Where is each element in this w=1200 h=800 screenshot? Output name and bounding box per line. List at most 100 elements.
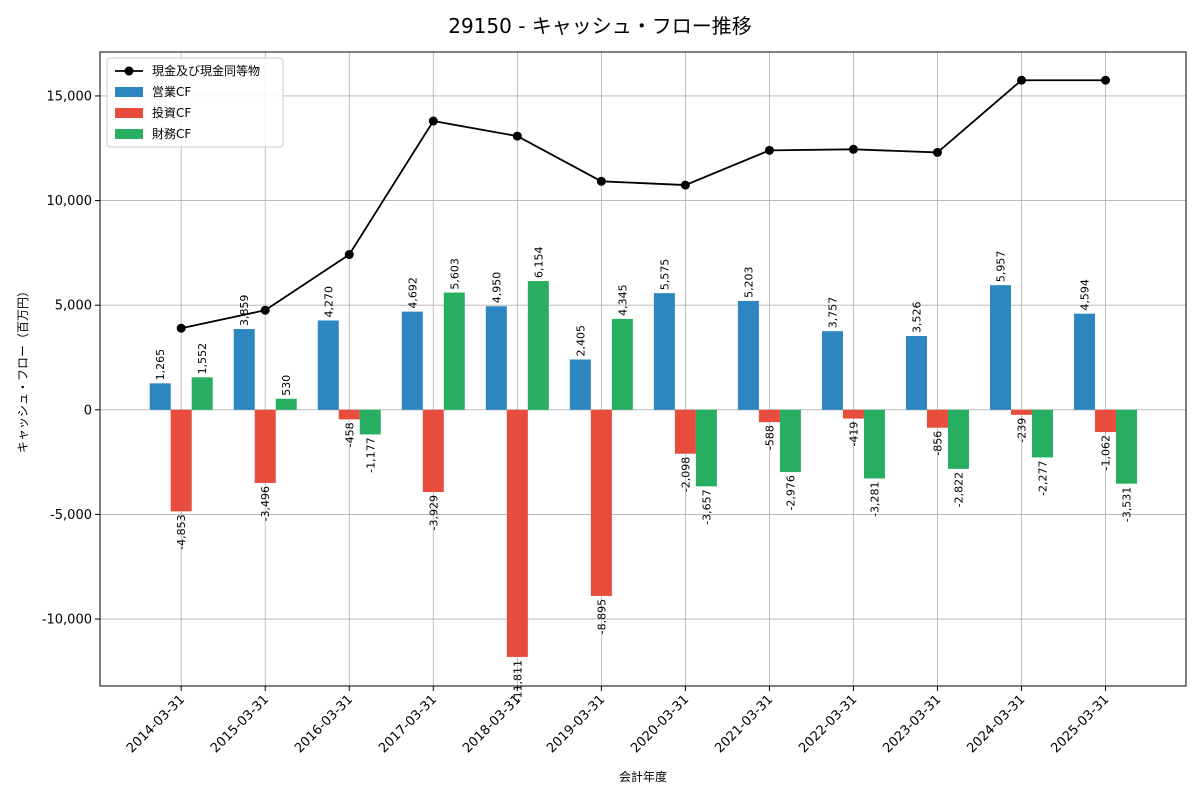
cash-line	[176, 75, 1111, 333]
bar-financing	[695, 409, 717, 487]
bar-investing	[926, 409, 948, 428]
cash-line-point	[680, 180, 690, 190]
bar-value-label: -458	[343, 422, 356, 447]
bar-operating	[821, 331, 843, 410]
legend-label: 営業CF	[152, 85, 191, 99]
x-tick-label: 2020-03-31	[628, 692, 692, 756]
bars	[149, 281, 1138, 657]
y-tick-label: 10,000	[47, 194, 93, 209]
bar-investing	[338, 409, 360, 420]
x-tick-label: 2022-03-31	[796, 692, 860, 756]
x-tick-label: 2014-03-31	[124, 692, 188, 756]
cash-line-point	[260, 305, 270, 315]
bar-value-label: -2,277	[1037, 460, 1050, 495]
y-tick-label: -10,000	[42, 613, 92, 628]
x-tick-label: 2016-03-31	[292, 692, 356, 756]
bar-investing	[842, 409, 864, 419]
bar-value-label: 530	[280, 375, 293, 396]
bar-value-label: 1,552	[196, 343, 209, 375]
legend-label: 投資CF	[152, 105, 191, 120]
cash-line-point	[848, 144, 858, 154]
bar-financing	[443, 292, 465, 410]
bar-value-label: 5,957	[995, 251, 1008, 283]
legend-label: 財務CF	[152, 126, 191, 141]
bar-investing	[254, 409, 276, 483]
bar-operating	[653, 293, 675, 410]
bar-value-label: 4,594	[1079, 279, 1092, 311]
y-tick-label: -5,000	[50, 508, 92, 523]
bar-financing	[863, 409, 885, 479]
bar-value-label: -4,853	[175, 514, 188, 549]
bar-value-label: -856	[931, 431, 944, 456]
legend-swatch	[115, 87, 143, 97]
legend-box	[106, 57, 284, 148]
bar-value-label: 4,692	[406, 277, 419, 309]
x-tick-label: 2025-03-31	[1048, 692, 1112, 756]
cash-line-point	[932, 147, 942, 157]
bar-operating	[1074, 313, 1096, 410]
bar-value-label: 5,575	[658, 259, 671, 291]
bar-investing	[674, 409, 696, 454]
legend-label: 現金及び現金同等物	[152, 63, 260, 78]
cash-line-point	[428, 116, 438, 126]
bar-value-label: -3,531	[1121, 487, 1134, 522]
bar-investing	[1011, 409, 1032, 415]
bar-value-label: -3,929	[427, 495, 440, 530]
bar-financing	[275, 398, 297, 410]
bar-operating	[569, 359, 591, 410]
y-axis-label: キャッシュ・フロー（百万円）	[16, 285, 30, 453]
bar-investing	[422, 409, 444, 493]
bar-value-label: -3,496	[259, 486, 272, 521]
x-tick-label: 2023-03-31	[880, 692, 944, 756]
cash-line-point	[1101, 75, 1111, 85]
bar-value-label: 3,526	[910, 302, 923, 334]
bar-value-label: 1,265	[154, 349, 167, 381]
bar-value-label: 4,270	[322, 286, 335, 318]
legend-swatch	[115, 108, 143, 118]
bar-value-label: -8,895	[595, 599, 608, 634]
bar-value-label: 5,603	[448, 258, 461, 290]
bar-investing	[758, 409, 780, 423]
data-labels: 1,265 3,859 4,270 4,692 4,950 2,405 5,575 5,203…	[154, 247, 1133, 703]
x-tick-label: 2015-03-31	[208, 692, 272, 756]
bar-financing	[527, 281, 549, 410]
bar-financing	[1116, 409, 1138, 484]
bar-financing	[779, 409, 801, 473]
bar-value-label: -1,177	[364, 437, 377, 472]
x-tick-label: 2018-03-31	[460, 692, 524, 756]
bar-value-label: -588	[763, 425, 776, 450]
cash-line-path	[181, 79, 1106, 330]
legend-swatch	[115, 129, 143, 139]
bar-investing	[590, 409, 612, 596]
bar-financing	[947, 409, 969, 469]
cash-line-point	[344, 250, 354, 260]
x-tick-label: 2021-03-31	[712, 692, 776, 756]
bar-investing	[1095, 409, 1117, 433]
bar-investing	[506, 409, 528, 657]
y-tick-label: 15,000	[47, 89, 93, 104]
bar-value-label: 6,154	[532, 247, 545, 279]
chart-title: 29150 - キャッシュ・フロー推移	[448, 14, 752, 38]
bar-financing	[359, 409, 381, 435]
x-axis-label: 会計年度	[619, 769, 667, 784]
y-tick-label: 5,000	[55, 299, 92, 314]
cash-line-point	[176, 323, 186, 333]
bar-operating	[149, 383, 171, 410]
bar-operating	[990, 285, 1011, 410]
bar-operating	[317, 320, 339, 410]
bar-value-label: 2,405	[574, 325, 587, 357]
bar-value-label: 5,203	[742, 266, 755, 298]
bar-financing	[191, 377, 213, 410]
x-tick-label: 2017-03-31	[376, 692, 440, 756]
bar-operating	[737, 300, 759, 410]
bar-operating	[485, 306, 507, 410]
bar-financing	[611, 318, 633, 410]
legend-line-marker	[124, 66, 134, 76]
bar-value-label: -2,822	[952, 472, 965, 507]
bar-investing	[170, 409, 192, 512]
bar-value-label: -239	[1016, 418, 1029, 443]
bar-value-label: 3,757	[826, 297, 839, 329]
bar-value-label: -3,281	[868, 481, 881, 516]
